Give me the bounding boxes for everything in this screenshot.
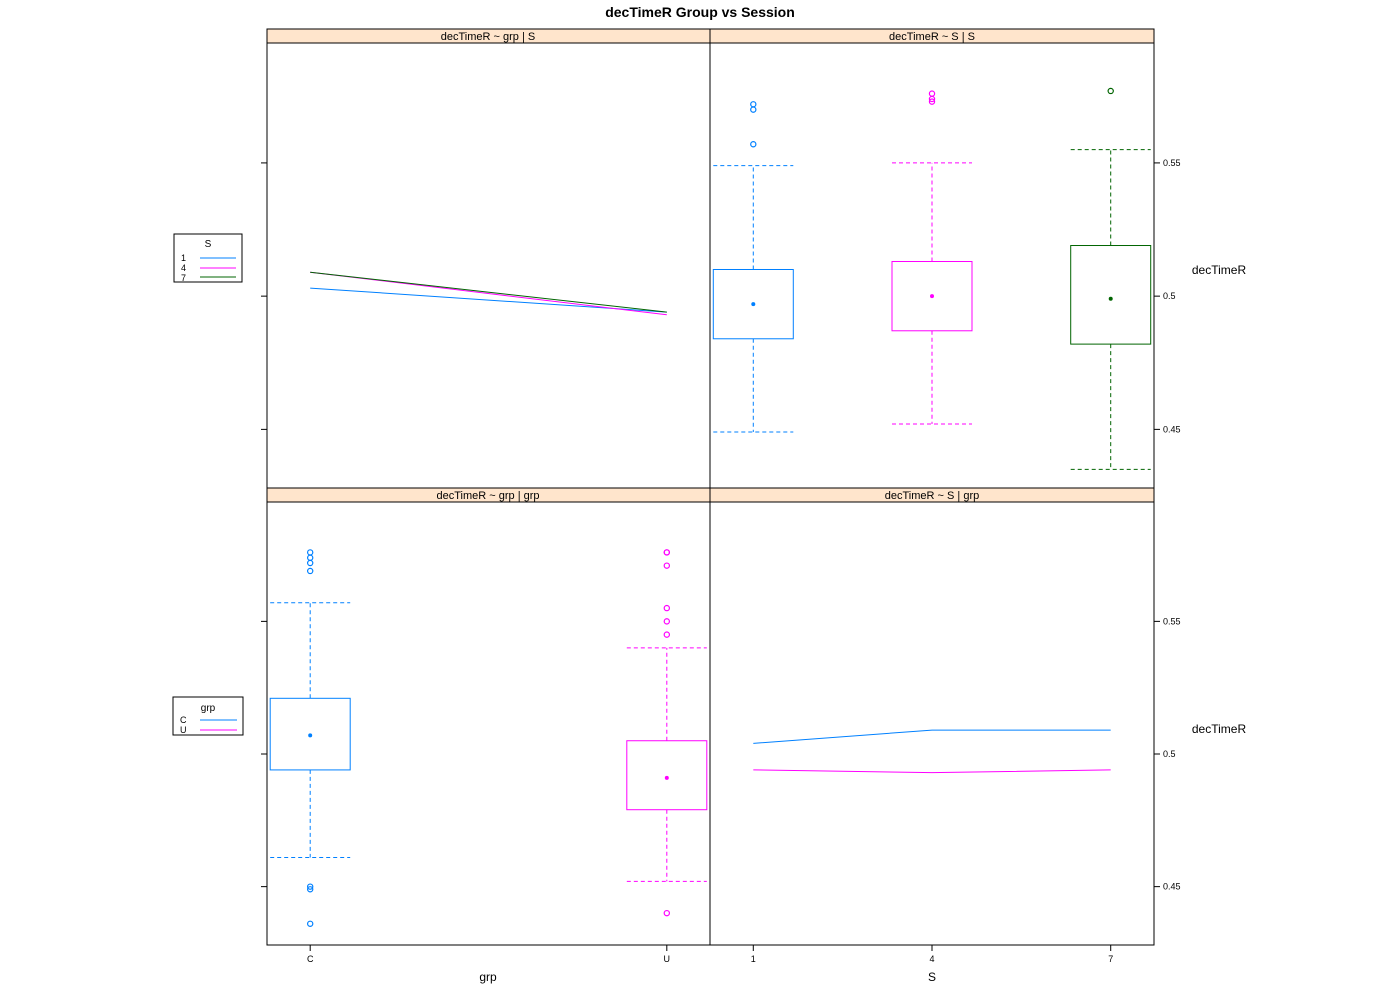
panel-frame-top-left [266,42,711,489]
box-bottom-left-U [626,549,708,917]
x-tick-label-bottom-right: 7 [1108,954,1113,964]
outlier-point [306,920,314,927]
chart-title: decTimeR Group vs Session [605,4,795,20]
legend-s-label-1: 1 [181,253,186,263]
median-dot [1108,296,1113,301]
legend-s-label-7: 7 [181,273,186,283]
panel-frame-top-right [709,42,1155,489]
outlier-point [306,883,314,890]
series-line-bottom-right-U [753,769,1111,774]
outlier-point [1107,87,1114,95]
strip-label-bottom-right: decTimeR ~ S | grp [885,490,979,502]
box-bottom-left-C [269,549,351,927]
y-tick-label-bottom: 0.55 [1163,616,1181,626]
median-dot [308,733,313,738]
outlier-point [928,98,936,105]
box-rect [269,697,351,771]
panel-frame-bottom-left [266,501,711,946]
box-top-right-4 [891,90,973,425]
box-rect [712,268,794,340]
x-axis-label-left: grp [479,970,497,984]
strip-label-top-right: decTimeR ~ S | S [889,31,975,43]
legend-grp-label-u: U [180,725,187,735]
outlier-point [663,631,671,638]
legend-grp: grp C U [172,696,244,736]
x-tick-label-bottom-right: 1 [751,954,756,964]
legend-grp-box [172,696,244,736]
box-rect [1070,245,1152,345]
x-axis-label-right: S [928,970,936,984]
x-axis: C U 1 4 7 [307,945,1113,964]
x-tick-label-bottom-left: C [307,954,314,964]
legend-grp-title: grp [201,703,216,714]
strip-label-top-left: decTimeR ~ grp | S [441,31,535,43]
outlier-point [306,549,314,556]
box-rect [891,261,973,332]
x-tick-label-bottom-left: U [664,954,671,964]
series-line-bottom-right-C [753,729,1111,744]
box-top-right-7 [1070,87,1152,470]
legend-s-label-4: 4 [181,263,186,273]
box-top-right-1 [712,101,794,433]
median-dot [930,294,934,299]
outlier-point [306,559,314,567]
panel-frame-bottom-right [709,501,1155,946]
outlier-point [306,554,314,561]
y-tick-label-bottom: 0.5 [1163,749,1176,759]
y-tick-label-bottom: 0.45 [1163,882,1181,892]
median-dot [751,302,756,307]
outlier-point [750,106,757,113]
y-axis: 0.45 0.5 0.55 0.45 0.5 0.55 [261,158,1181,892]
legend-grp-label-c: C [180,715,187,725]
y-axis-label-top: decTimeR [1192,263,1247,277]
outlier-point [663,909,671,917]
outlier-point [663,562,671,569]
legend-s-title: S [205,239,212,250]
y-tick-label-top: 0.45 [1163,424,1181,434]
outlier-point [750,141,757,148]
series-line-top-left-7 [310,271,667,313]
outlier-point [306,886,314,893]
outlier-point [663,618,671,625]
x-tick-label-bottom-right: 4 [929,954,934,964]
legend-s: S 1 4 7 [173,233,243,283]
outlier-point [928,90,936,97]
y-tick-label-top: 0.55 [1163,158,1181,168]
y-tick-label-top: 0.5 [1163,291,1176,301]
box-rect [626,740,708,811]
outlier-point [663,549,671,556]
chart-marks [269,87,1152,927]
outlier-point [663,604,671,612]
strip-label-bottom-left: decTimeR ~ grp | grp [436,490,539,502]
median-dot [664,775,669,780]
outlier-point [750,101,757,108]
y-axis-label-bottom: decTimeR [1192,722,1247,736]
outlier-point [306,567,314,575]
